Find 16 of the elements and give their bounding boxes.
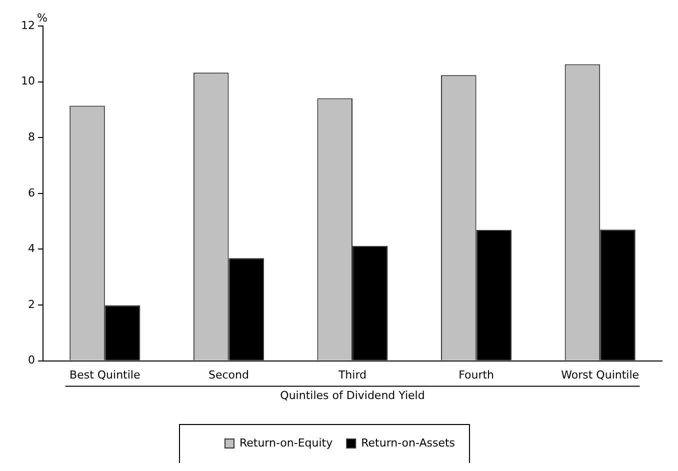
x-tick-label: Second <box>208 368 249 382</box>
x-tick-label: Third <box>337 368 367 382</box>
x-tick-label: Fourth <box>458 368 494 382</box>
y-tick-label: 12 <box>20 18 35 32</box>
y-tick-label: 0 <box>28 354 35 367</box>
y-tick-label: 10 <box>20 74 35 88</box>
y-axis-title: % <box>36 11 48 24</box>
y-tick-label: 2 <box>28 298 35 311</box>
y-tick-label: 8 <box>28 130 35 144</box>
x-axis-title: Quintiles of Dividend Yield <box>280 389 425 402</box>
y-tick-label: 6 <box>28 186 35 200</box>
legend-label: Return-on-Equity <box>239 436 334 450</box>
x-tick-label: Best Quintile <box>70 368 140 382</box>
legend-label: Return-on-Assets <box>361 436 456 450</box>
y-tick-label: 4 <box>28 242 35 256</box>
x-tick-label: Worst Quintile <box>561 368 640 382</box>
